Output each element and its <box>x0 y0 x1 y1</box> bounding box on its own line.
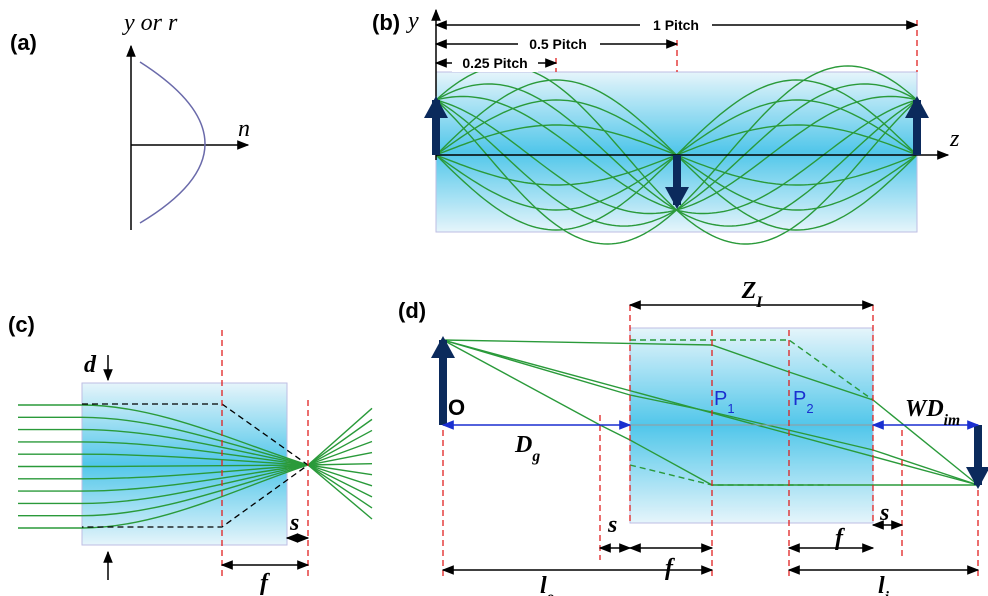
dimension-label-sub: I <box>755 294 763 311</box>
panel-label: (a) <box>10 30 37 55</box>
dimension-label: d <box>84 352 97 378</box>
object-label: O <box>448 395 465 420</box>
axis-label: z <box>949 126 960 152</box>
dimension-label-sub: g <box>531 448 540 465</box>
principal-plane-label-sub: 1 <box>727 401 734 416</box>
principal-plane-label-sub: 2 <box>806 401 813 416</box>
principal-plane-label-main: P <box>714 388 727 410</box>
axis-label: y <box>406 8 419 34</box>
figure: (a) y or r n (b)y z 1 Pitch 0.5 Pitch0.25 Pitc… <box>0 0 988 596</box>
dimension-label-main: D <box>514 432 532 458</box>
dimension-label: lo <box>540 573 555 596</box>
dimension-label: WDim <box>905 396 960 429</box>
dimension-label: s <box>289 510 299 536</box>
pitch-label: 1 Pitch <box>653 17 699 33</box>
axis-label: n <box>238 116 250 142</box>
dimension-label-main: WD <box>905 396 944 422</box>
panel-label: (b) <box>372 10 400 35</box>
dimension-label-sub: im <box>944 412 960 429</box>
dimension-label-sub: o <box>547 589 555 596</box>
pitch-label: 0.5 Pitch <box>529 36 587 52</box>
ray-arrow-head <box>431 336 455 358</box>
dimension-label: f <box>835 525 845 551</box>
dimension-label: f <box>665 555 675 581</box>
pitch-label: 0.25 Pitch <box>462 55 527 71</box>
panel-label: (d) <box>398 298 426 323</box>
dimension-label: s <box>607 512 617 538</box>
dimension-label: s <box>879 500 889 526</box>
dimension-label-sub: i <box>885 589 890 596</box>
dimension-label: Dg <box>514 432 540 465</box>
axis-label: y or r <box>122 10 178 36</box>
index-profile <box>140 62 205 223</box>
panel-label: (c) <box>8 312 35 337</box>
dimension-label: li <box>878 573 890 596</box>
principal-plane-label-main: P <box>793 388 806 410</box>
dimension-label: f <box>260 570 270 596</box>
dimension-label-main: Z <box>741 278 757 304</box>
